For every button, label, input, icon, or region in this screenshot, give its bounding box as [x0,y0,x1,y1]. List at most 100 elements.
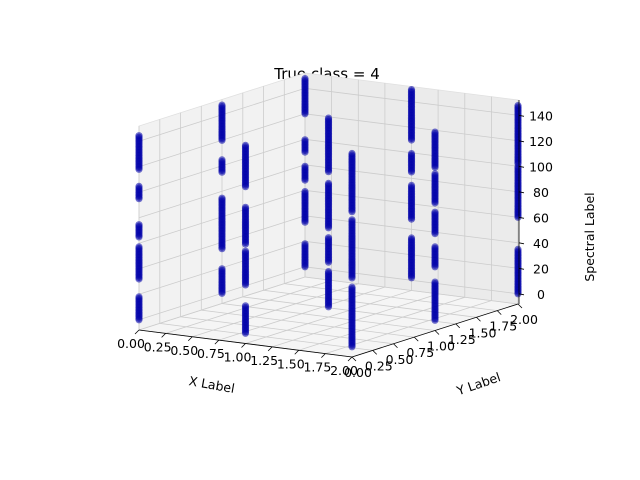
x-tick-label: 0.50 [170,343,198,358]
data-point [135,243,143,251]
z-tick [518,216,525,219]
data-point [407,181,416,189]
data-point [301,136,309,144]
x-tick [214,339,220,345]
data-point [218,265,226,273]
data-point [324,114,333,122]
data-point [135,182,143,190]
x-tick [134,329,140,335]
z-tick-label: 140 [529,108,553,123]
y-grid-line [200,106,415,338]
data-point [301,188,309,196]
data-point [301,75,309,83]
data-point [514,245,522,253]
data-point [218,101,226,109]
y-tick-label: 0.00 [344,365,372,380]
y-tick [455,323,461,329]
y-tick [372,350,378,355]
x-tick-label: 1.50 [277,356,305,371]
z-tick-label: 120 [529,134,553,149]
z-tick-label: 20 [533,261,549,276]
z-tick-label: 60 [533,210,549,225]
y-tick-label: 1.50 [469,325,497,340]
z-tick-label: 100 [529,159,553,174]
y-axis-label: Y Label [454,369,503,398]
data-point [407,234,416,242]
point-column [301,75,309,271]
data-point [348,149,356,158]
y-grid-line [263,86,477,318]
y-tick [517,303,523,309]
x-tick [294,349,300,355]
y-tick-label: 0.50 [386,352,414,367]
data-point [407,150,416,158]
y-grid-line [180,112,394,345]
y-tick-label: 1.00 [427,339,455,354]
data-point [301,162,309,170]
x-tick [321,353,326,358]
point-column [514,102,522,298]
data-point [407,86,416,94]
data-point [431,170,439,178]
point-column [218,101,226,297]
y-tick [476,316,481,322]
point-column [324,114,333,311]
z-tick [518,114,525,117]
data-point [324,268,333,276]
point-column [135,132,143,324]
z-axis-label: Spectral Label [582,192,597,281]
data-point [135,221,143,229]
y-tick-label: 0.75 [406,345,434,360]
z-tick [518,140,525,143]
x-tick [347,356,353,362]
x-tick-label: 2.00 [330,363,358,378]
data-point [241,302,250,310]
data-point [218,194,226,202]
z-tick-label: 0 [537,287,545,302]
x-tick [267,346,273,352]
y-grid-line [159,119,373,351]
tick-marks [134,100,525,362]
data-point [348,283,356,291]
data-point [431,128,439,136]
y-grid-line [283,79,498,311]
data-point [431,278,439,286]
z-tick [518,293,525,296]
x-tick [187,336,193,342]
y-tick-label: 2.00 [510,312,538,327]
x-tick [241,343,246,348]
data-point [514,102,522,110]
data-points [135,75,522,351]
x-tick-label: 1.00 [224,350,252,365]
x-tick-label: 0.25 [144,339,172,354]
data-point [431,243,439,251]
z-tick [518,165,525,168]
data-point [135,132,143,140]
data-point [241,203,250,211]
y-tick [351,356,357,362]
y-tick [393,343,398,349]
data-point [241,247,250,255]
y-tick-label: 1.25 [448,332,476,347]
z-tick-label: 40 [533,236,549,251]
z-tick [518,242,525,245]
point-column [241,141,250,337]
x-tick-label: 1.25 [250,353,278,368]
data-point [324,179,333,187]
x-tick-label: 0.75 [197,346,225,361]
z-tick-label: 80 [533,185,549,200]
data-point [301,240,309,248]
data-point [431,208,439,216]
x-tick-label: 0.00 [117,336,145,351]
x-axis-label: X Label [188,373,236,396]
data-point [241,141,250,149]
tick-labels: 0.000.250.500.751.001.251.501.752.000.00… [117,108,553,380]
point-column [431,128,439,324]
point-column [348,149,356,351]
x-tick [161,333,166,338]
y-tick-label: 1.75 [489,319,517,334]
point-column [407,86,416,282]
y-tick [496,310,502,315]
data-point [348,216,356,224]
